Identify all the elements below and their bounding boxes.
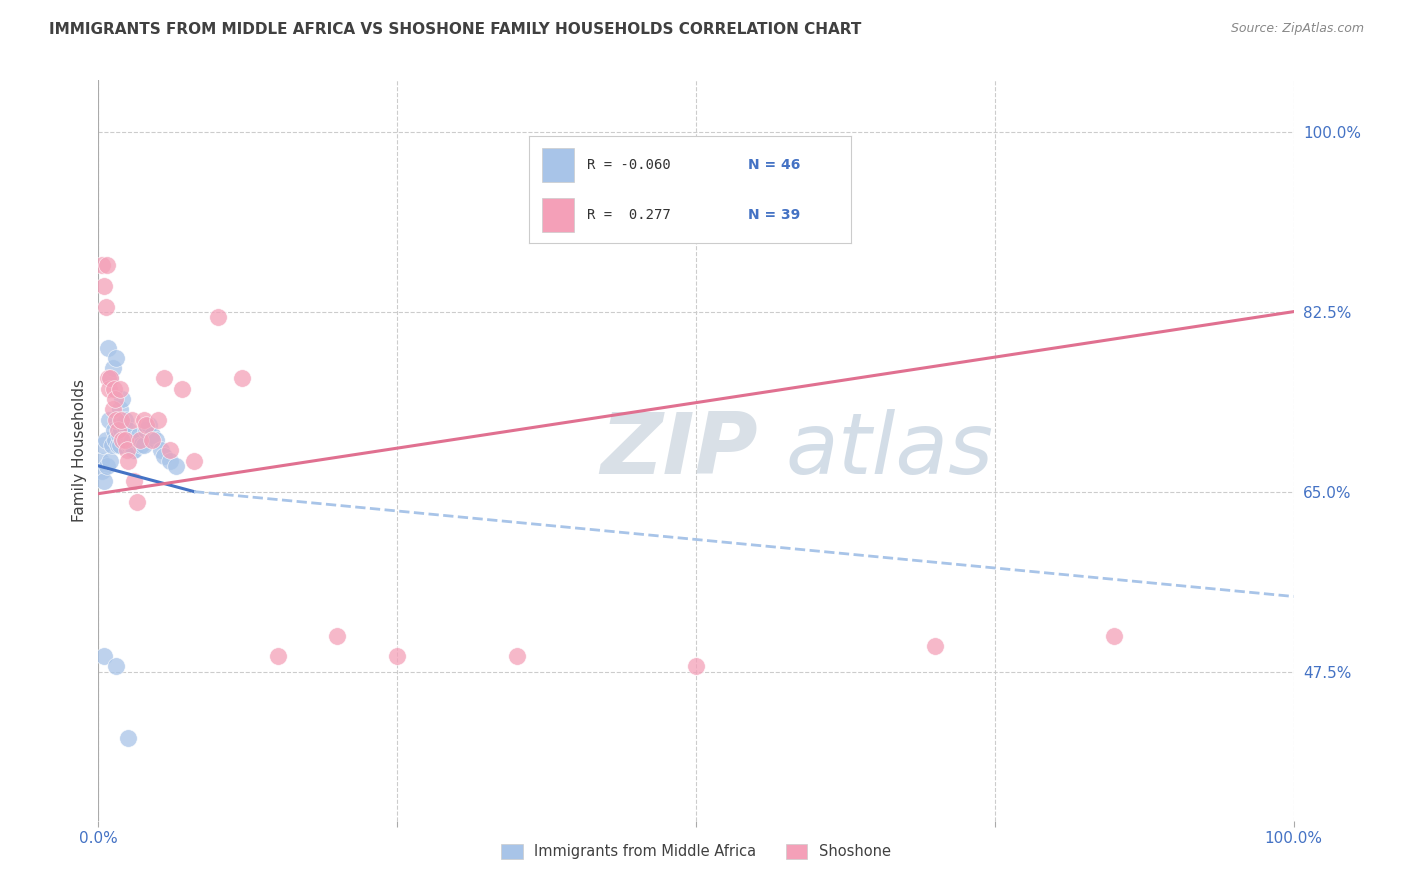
Point — [141, 433, 163, 447]
Point — [103, 423, 125, 437]
Point — [105, 412, 128, 426]
Point — [128, 428, 150, 442]
Point — [231, 371, 253, 385]
Point — [107, 428, 129, 442]
Point — [138, 417, 160, 432]
Point — [101, 402, 124, 417]
Point — [326, 628, 349, 642]
Point — [94, 433, 117, 447]
Point — [117, 423, 139, 437]
Point — [124, 475, 146, 489]
Point — [107, 438, 129, 452]
Point — [97, 341, 120, 355]
Point — [105, 659, 128, 673]
Point — [120, 438, 142, 452]
Point — [105, 351, 128, 365]
Point — [112, 417, 135, 432]
Point — [115, 443, 138, 458]
Point — [159, 454, 181, 468]
Point — [110, 412, 132, 426]
Point — [685, 659, 707, 673]
Point — [100, 438, 122, 452]
Point — [101, 361, 124, 376]
Point — [121, 433, 143, 447]
Point — [159, 443, 181, 458]
Point — [135, 417, 157, 432]
Point — [135, 423, 157, 437]
Point — [129, 433, 152, 447]
Point — [98, 371, 122, 385]
Point — [115, 433, 138, 447]
Point — [385, 649, 409, 664]
Point — [125, 433, 148, 447]
Point — [153, 371, 176, 385]
Text: Source: ZipAtlas.com: Source: ZipAtlas.com — [1230, 22, 1364, 36]
Point — [98, 454, 122, 468]
Point — [125, 495, 148, 509]
Point — [107, 423, 129, 437]
Point — [97, 371, 120, 385]
Point — [148, 412, 170, 426]
Legend: Immigrants from Middle Africa, Shoshone: Immigrants from Middle Africa, Shoshone — [495, 838, 897, 865]
Point — [98, 371, 122, 385]
Point — [91, 464, 114, 478]
Point — [98, 382, 121, 396]
Point — [108, 438, 131, 452]
Text: ZIP: ZIP — [600, 409, 758, 492]
Point — [207, 310, 229, 324]
Point — [94, 300, 117, 314]
Point — [96, 259, 118, 273]
Point — [117, 731, 139, 746]
Point — [114, 412, 136, 426]
Point — [111, 392, 134, 406]
Point — [90, 454, 112, 468]
Point — [93, 475, 115, 489]
Point — [98, 412, 121, 426]
Point — [121, 412, 143, 426]
Point — [1104, 628, 1126, 642]
Point — [122, 443, 145, 458]
Text: atlas: atlas — [786, 409, 994, 492]
Point — [267, 649, 290, 664]
Point — [183, 454, 205, 468]
Point — [108, 402, 131, 417]
Point — [117, 454, 139, 468]
Point — [153, 449, 176, 463]
Point — [111, 433, 134, 447]
Point — [145, 433, 167, 447]
Point — [115, 428, 138, 442]
Point — [131, 438, 153, 452]
Point — [93, 279, 115, 293]
Point — [96, 458, 118, 473]
Point — [132, 412, 155, 426]
Point — [165, 458, 187, 473]
Point — [104, 433, 127, 447]
Point — [132, 438, 155, 452]
Point — [506, 649, 529, 664]
Point — [91, 438, 114, 452]
Point — [124, 443, 146, 458]
Point — [108, 382, 131, 396]
Point — [149, 443, 172, 458]
Point — [924, 639, 946, 653]
Point — [93, 649, 115, 664]
Point — [103, 382, 125, 396]
Point — [110, 423, 132, 437]
Y-axis label: Family Households: Family Households — [72, 379, 87, 522]
Point — [141, 428, 163, 442]
Point — [114, 433, 136, 447]
Point — [91, 259, 114, 273]
Point — [118, 438, 141, 452]
Text: IMMIGRANTS FROM MIDDLE AFRICA VS SHOSHONE FAMILY HOUSEHOLDS CORRELATION CHART: IMMIGRANTS FROM MIDDLE AFRICA VS SHOSHON… — [49, 22, 862, 37]
Point — [172, 382, 194, 396]
Point — [104, 392, 127, 406]
